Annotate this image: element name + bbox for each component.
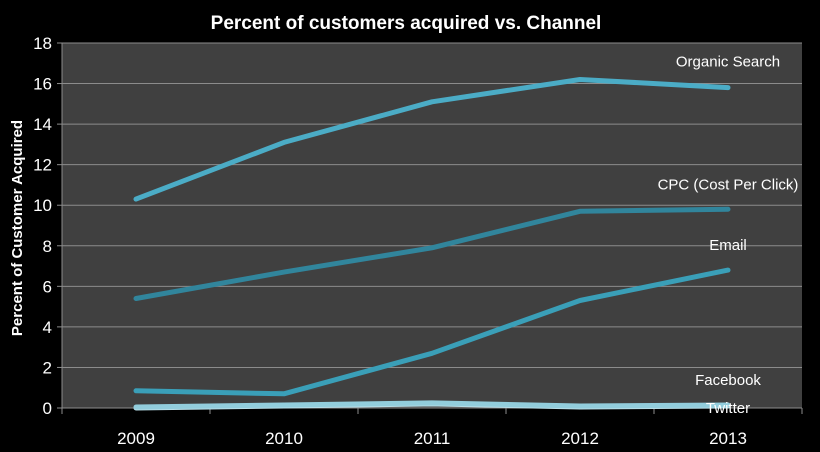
y-axis-label: Percent of Customer Acquired bbox=[9, 120, 26, 336]
x-tick-label-2009: 2009 bbox=[117, 429, 155, 448]
series-label-organic-search: Organic Search bbox=[676, 54, 780, 71]
y-tick-label-6: 6 bbox=[43, 277, 52, 296]
series-lines bbox=[133, 77, 731, 411]
y-tick-label-4: 4 bbox=[43, 318, 52, 337]
series-line-organic-search bbox=[133, 77, 731, 202]
series-label-cpc-cost-per-click: CPC (Cost Per Click) bbox=[658, 176, 799, 193]
series-line-facebook bbox=[133, 400, 731, 410]
series-labels: Organic Search CPC (Cost Per Click) Email F… bbox=[658, 54, 799, 417]
y-tick-label-12: 12 bbox=[33, 156, 52, 175]
x-tick-label-2013: 2013 bbox=[709, 429, 747, 448]
series-label-email: Email bbox=[709, 237, 747, 254]
y-tick-label-0: 0 bbox=[43, 399, 52, 418]
y-tick-label-14: 14 bbox=[33, 115, 52, 134]
series-line-email bbox=[133, 267, 731, 397]
y-tick-label-10: 10 bbox=[33, 196, 52, 215]
y-tick-label-16: 16 bbox=[33, 75, 52, 94]
x-tick-label-2011: 2011 bbox=[414, 429, 451, 448]
y-tick-label-8: 8 bbox=[43, 237, 52, 256]
y-tick-label-2: 2 bbox=[43, 358, 52, 377]
series-label-twitter: Twitter bbox=[706, 400, 750, 417]
x-tick-label-2010: 2010 bbox=[265, 429, 303, 448]
series-line-cpc-cost-per-click bbox=[133, 206, 731, 301]
series-label-facebook: Facebook bbox=[695, 372, 761, 389]
axes: 0 2 4 6 8 10 12 14 16 18 2009 2010 2011 2012 2013 bbox=[33, 34, 803, 448]
y-tick-label-18: 18 bbox=[33, 34, 52, 53]
x-tick-label-2012: 2012 bbox=[561, 429, 599, 448]
chart-title: Percent of customers acquired vs. Channe… bbox=[211, 13, 602, 34]
